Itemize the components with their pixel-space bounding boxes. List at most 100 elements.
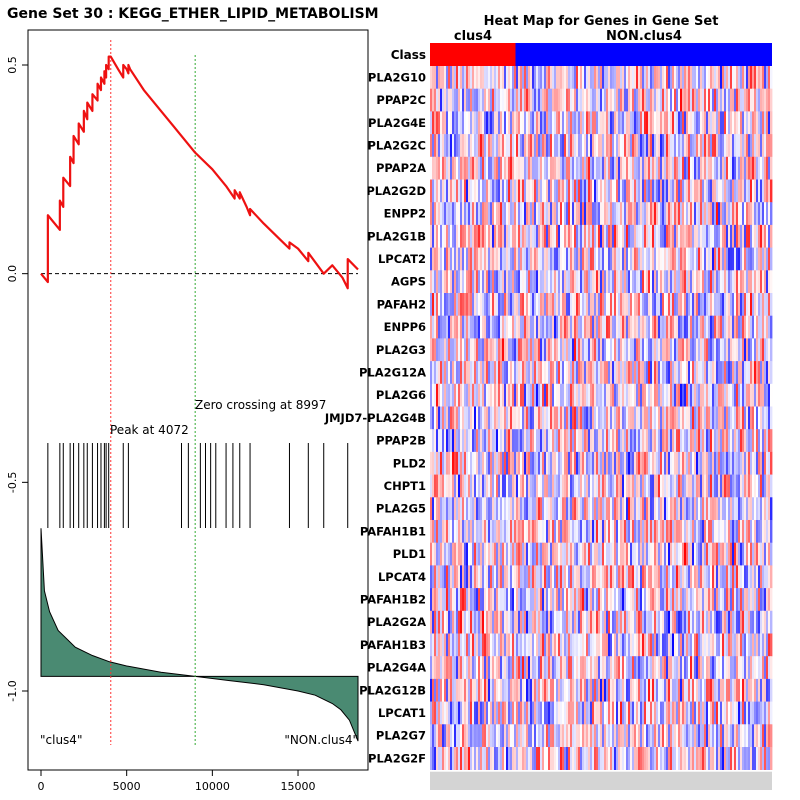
heatmap-cell [524, 633, 527, 657]
heatmap-cell [632, 88, 635, 112]
heatmap-cell [750, 588, 753, 612]
heatmap-cell [554, 701, 557, 725]
heatmap-cell [652, 520, 655, 543]
heatmap-cell [710, 474, 713, 498]
heatmap-cell [574, 66, 577, 89]
heatmap-cell [500, 111, 503, 135]
heatmap-cell [518, 678, 521, 702]
heatmap-cell [526, 406, 529, 430]
heatmap-cell [628, 179, 631, 203]
heatmap-cell [698, 474, 701, 498]
heatmap-cell [678, 542, 681, 566]
heatmap-cell [570, 542, 573, 566]
heatmap-cell [470, 156, 473, 180]
heatmap-cell [616, 497, 619, 521]
heatmap-cell [628, 542, 631, 566]
heatmap-cell [610, 361, 613, 385]
heatmap-cell [612, 247, 615, 271]
heatmap-cell [650, 610, 653, 634]
heatmap-cell [756, 406, 759, 430]
heatmap-class-label-clus4: clus4 [453, 29, 493, 44]
heatmap-cell [436, 88, 439, 112]
heatmap-cell [668, 134, 671, 158]
heatmap-cell [486, 134, 489, 158]
gene-label: PLA2G2A [367, 615, 426, 629]
heatmap-cell [686, 520, 689, 543]
heatmap-cell [658, 542, 661, 566]
heatmap-cell [614, 156, 617, 180]
heatmap-cell [690, 520, 693, 543]
heatmap-cell [568, 383, 571, 407]
heatmap-cell [626, 156, 629, 180]
heatmap-cell [462, 656, 465, 680]
heatmap-cell [746, 610, 749, 634]
heatmap-cell [478, 247, 481, 271]
heatmap-cell [714, 656, 717, 680]
heatmap-cell [476, 610, 479, 634]
heatmap-cell [754, 66, 757, 89]
heatmap-cell [752, 451, 755, 475]
heatmap-cell [510, 610, 513, 634]
heatmap-cell [510, 429, 513, 453]
heatmap-cell [540, 224, 543, 248]
heatmap-cell [688, 656, 691, 680]
heatmap-cell [732, 361, 735, 385]
heatmap-cell [540, 474, 543, 498]
heatmap-cell [510, 656, 513, 680]
heatmap-cell [458, 565, 461, 589]
gene-label: PLA2G10 [368, 70, 426, 84]
heatmap-cell [652, 451, 655, 475]
heatmap-cell [630, 383, 633, 407]
heatmap-cell [578, 633, 581, 657]
heatmap-cell [594, 588, 597, 612]
heatmap-cell [592, 361, 595, 385]
heatmap-cell [734, 224, 737, 248]
heatmap-cell [606, 520, 609, 543]
heatmap-cell [560, 701, 563, 725]
heatmap-cell [468, 293, 471, 316]
heatmap-cell [636, 383, 639, 407]
heatmap-cell [694, 156, 697, 180]
heatmap-cell [498, 383, 501, 407]
heatmap-cell [434, 451, 437, 475]
heatmap-cell [460, 361, 463, 385]
heatmap-cell [606, 497, 609, 521]
heatmap-cell [762, 565, 765, 589]
heatmap-cell [688, 565, 691, 589]
heatmap-cell [476, 88, 479, 112]
heatmap-cell [660, 451, 663, 475]
heatmap-cell [496, 270, 499, 294]
heatmap-cell [680, 156, 683, 180]
heatmap-cell [608, 156, 611, 180]
heatmap-cell [740, 315, 743, 339]
heatmap-cell [694, 224, 697, 248]
heatmap-cell [614, 111, 617, 135]
heatmap-cell [598, 338, 601, 362]
heatmap-cell [538, 383, 541, 407]
heatmap-cell [514, 224, 517, 248]
heatmap-cell [758, 247, 761, 271]
heatmap-cell [530, 247, 533, 271]
heatmap-cell [600, 633, 603, 657]
heatmap-cell [702, 156, 705, 180]
heatmap-cell [630, 224, 633, 248]
heatmap-cell [666, 202, 669, 226]
heatmap-cell [738, 111, 741, 135]
heatmap-cell [762, 247, 765, 271]
heatmap-cell [616, 610, 619, 634]
heatmap-cell [568, 406, 571, 430]
heatmap-cell [644, 633, 647, 657]
heatmap-cell [706, 247, 709, 271]
heatmap-cell [750, 406, 753, 430]
heatmap-cell [714, 497, 717, 521]
heatmap-cell [466, 293, 469, 316]
heatmap-cell [720, 315, 723, 339]
heatmap-cell [728, 156, 731, 180]
heatmap-cell [568, 633, 571, 657]
heatmap-cell [572, 406, 575, 430]
heatmap-cell [484, 497, 487, 521]
heatmap-cell [512, 224, 515, 248]
heatmap-cell [716, 293, 719, 316]
heatmap-cell [518, 429, 521, 453]
heatmap-cell [494, 338, 497, 362]
